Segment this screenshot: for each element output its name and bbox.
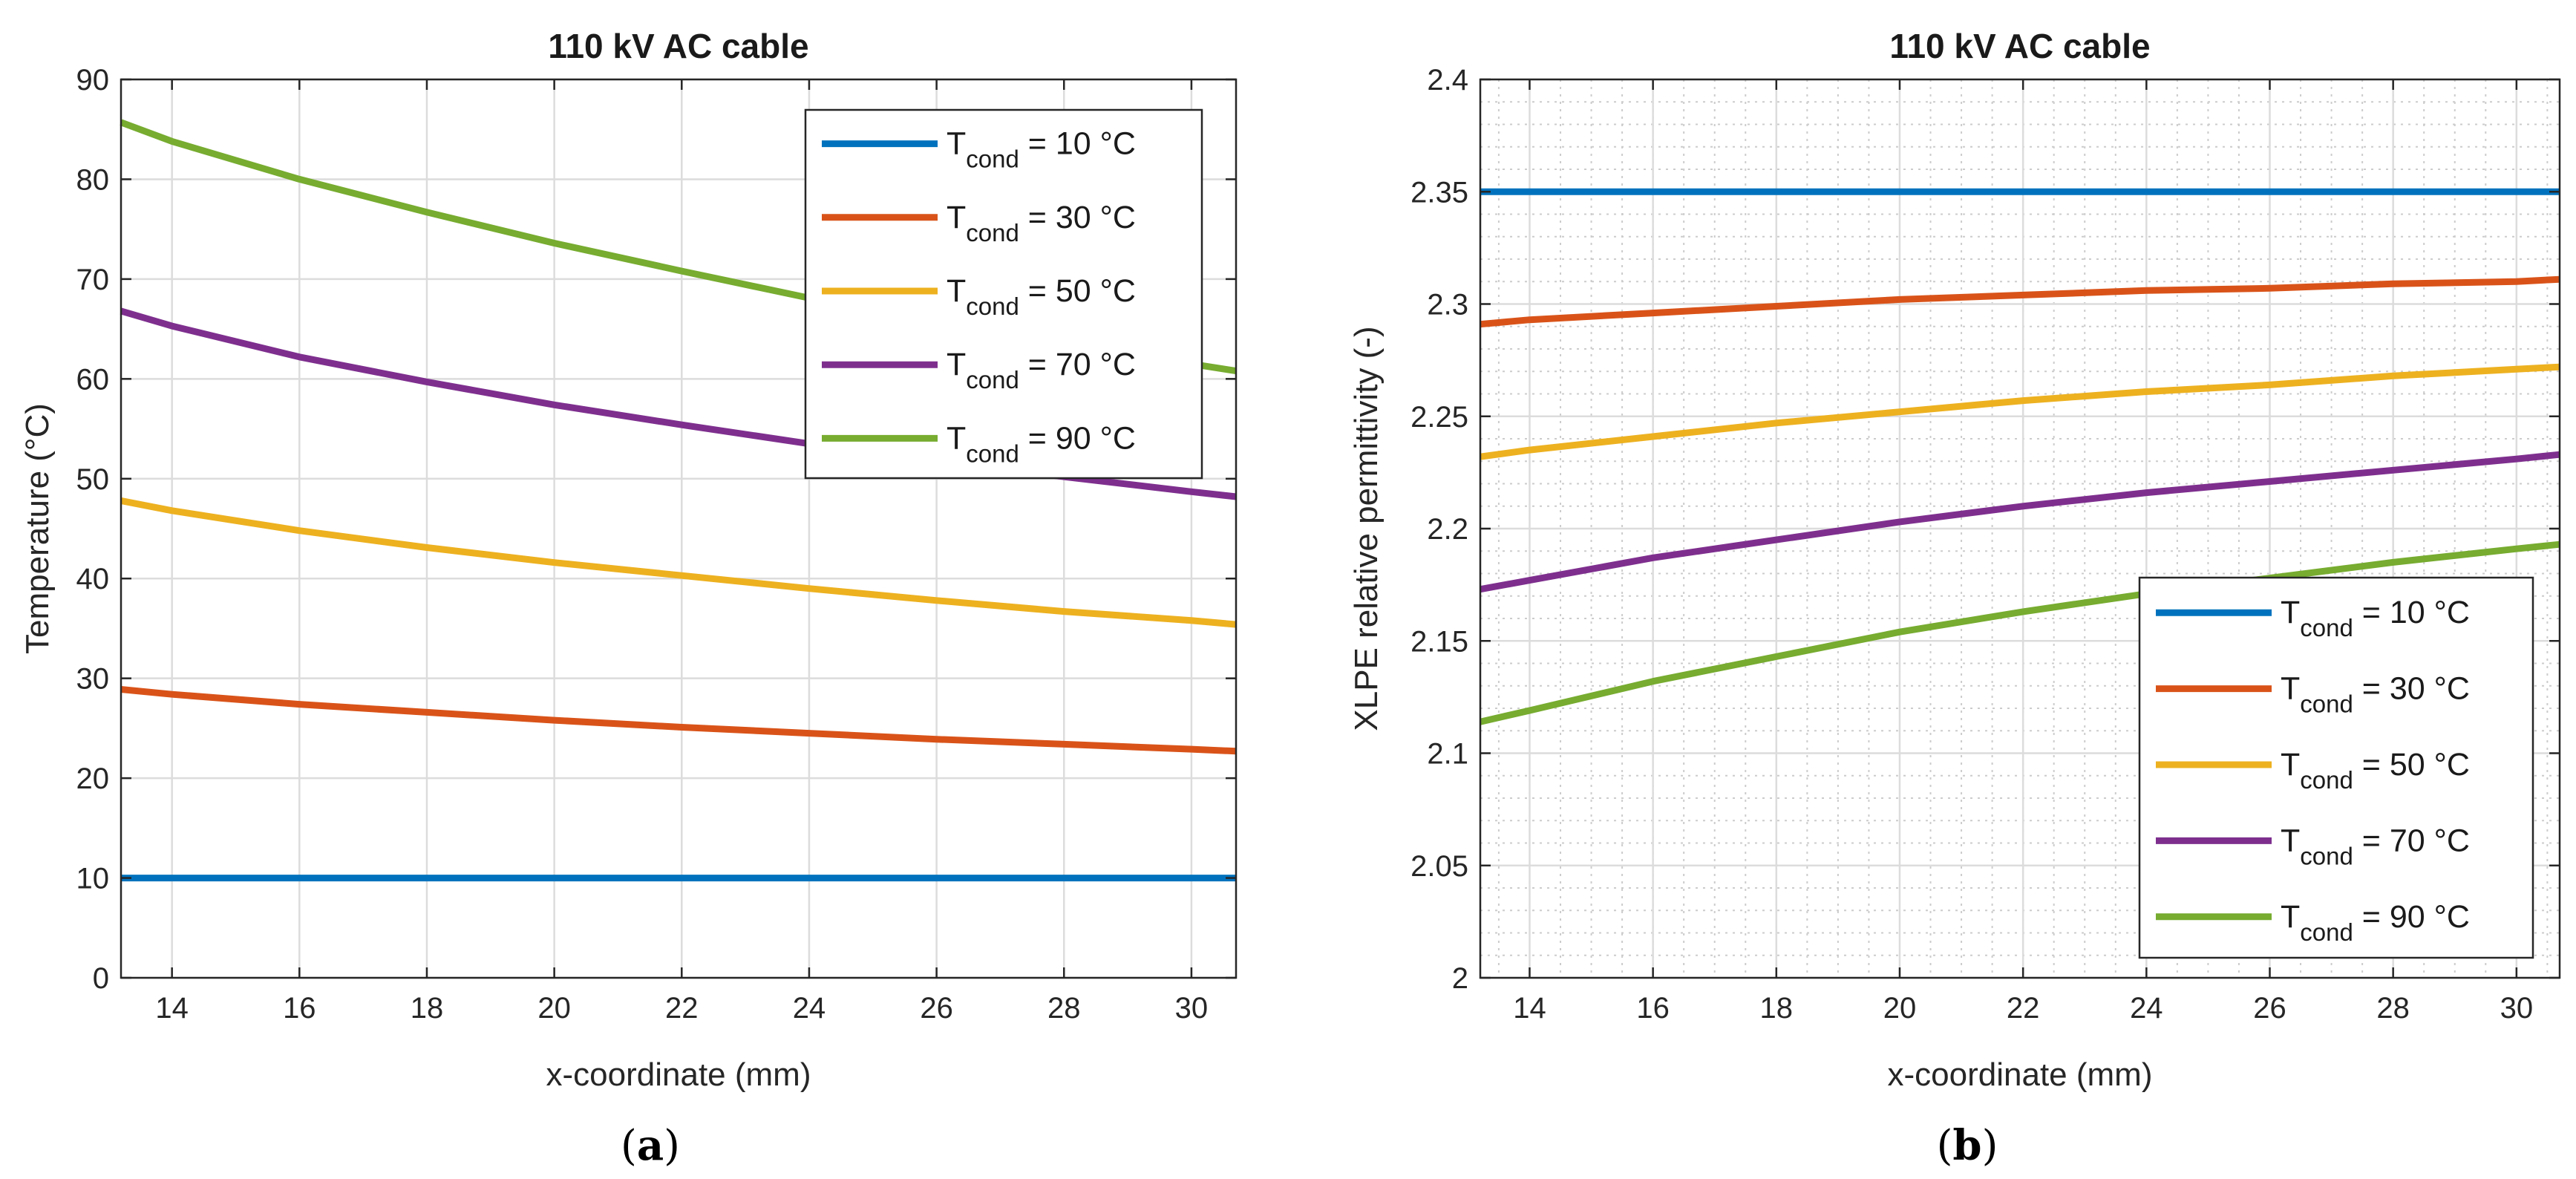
series-line-4 [1480,451,2560,593]
y-tick-label: 0 [93,962,109,995]
x-tick-label: 14 [155,992,189,1025]
y-tick-label: 10 [76,863,110,895]
x-tick-label: 24 [2130,992,2163,1025]
series-line-3 [120,497,1237,628]
x-axis-label: x-coordinate (mm) [546,1056,811,1093]
tick-labels: 14 16 18 20 22 24 26 28 30 2 2.05 2.1 2.15 2.2 2.25 2.3… [1410,64,2560,1025]
y-tick-label: 2.4 [1427,64,1468,97]
x-tick-label: 28 [2376,992,2410,1025]
chart-permittivity: 14 16 18 20 22 24 26 28 30 2 2.05 2.1 2.15 2.2 2.25 2.3… [1348,27,2561,1093]
y-tick-label: 70 [76,264,110,296]
x-tick-label: 14 [1513,992,1546,1025]
x-tick-label: 26 [920,992,953,1025]
series-line-4 [120,307,1237,500]
legend-label-4: Tcond = 70 °C [2281,823,2470,869]
x-tick-label: 18 [411,992,444,1025]
y-tick-label: 2.15 [1410,625,1468,658]
legend: Tcond = 10 °C Tcond = 30 °C Tcond = 50 °C T… [2138,576,2534,959]
legend-label-3: Tcond = 50 °C [947,273,1136,320]
y-tick-label: 2.05 [1410,850,1468,883]
x-tick-label: 24 [793,992,826,1025]
series-line-5 [1479,540,2560,725]
legend-label-4: Tcond = 70 °C [947,347,1136,393]
legend-label-3: Tcond = 50 °C [2281,747,2470,794]
y-tick-label: 20 [76,762,110,795]
legend-label-1: Tcond = 10 °C [947,126,1136,173]
x-tick-label: 22 [665,992,699,1025]
axes-box [120,78,1238,979]
series-lines [1479,188,2560,725]
y-tick-label: 50 [76,463,110,496]
legend-label-2: Tcond = 30 °C [947,200,1136,246]
x-tick-label: 20 [537,992,571,1025]
x-tick-label: 26 [2253,992,2286,1025]
x-tick-label: 16 [283,992,316,1025]
x-tick-label: 20 [1883,992,1917,1025]
legend: Tcond = 10 °C Tcond = 30 °C Tcond = 50 °C T… [804,108,1203,480]
series-line-2 [120,686,1237,755]
y-axis-label: Temperature (°C) [19,403,56,654]
chart-temperature: 14 16 18 20 22 24 26 28 30 0 10 20 30 40 50 60 70 80 90 110… [19,27,1238,1093]
tick-labels: 14 16 18 20 22 24 26 28 30 0 10 20 30 40 50 60 70 80 90 [76,64,1236,1025]
y-tick-label: 2.35 [1410,176,1468,209]
y-axis-label: XLPE relative permittivity (-) [1348,326,1385,731]
y-tick-label: 30 [76,663,110,696]
x-tick-label: 30 [2500,992,2534,1025]
y-tick-label: 80 [76,163,110,196]
x-tick-label: 16 [1636,992,1670,1025]
caption-a: (a) [621,1121,680,1170]
legend-label-5: Tcond = 90 °C [2281,899,2470,946]
y-tick-label: 2.1 [1427,738,1468,771]
y-tick-label: 60 [76,363,110,396]
y-tick-label: 2.3 [1427,289,1468,321]
legend-label-2: Tcond = 30 °C [2281,671,2470,718]
y-tick-label: 90 [76,64,110,97]
x-axis-label: x-coordinate (mm) [1888,1056,2153,1093]
y-tick-label: 2.2 [1427,513,1468,546]
series-line-2 [1480,275,2560,328]
y-tick-label: 2 [1452,962,1468,995]
x-tick-label: 18 [1760,992,1794,1025]
x-tick-label: 30 [1175,992,1209,1025]
x-tick-label: 28 [1047,992,1081,1025]
chart-title: 110 kV AC cable [1889,27,2150,65]
chart-title: 110 kV AC cable [548,27,808,65]
caption-b: (b) [1937,1121,1998,1170]
legend-label-1: Tcond = 10 °C [2281,595,2470,641]
y-tick-label: 2.25 [1410,401,1468,434]
series-line-3 [1480,363,2560,460]
x-tick-label: 22 [2007,992,2040,1025]
legend-label-5: Tcond = 90 °C [947,420,1136,467]
y-tick-label: 40 [76,563,110,595]
